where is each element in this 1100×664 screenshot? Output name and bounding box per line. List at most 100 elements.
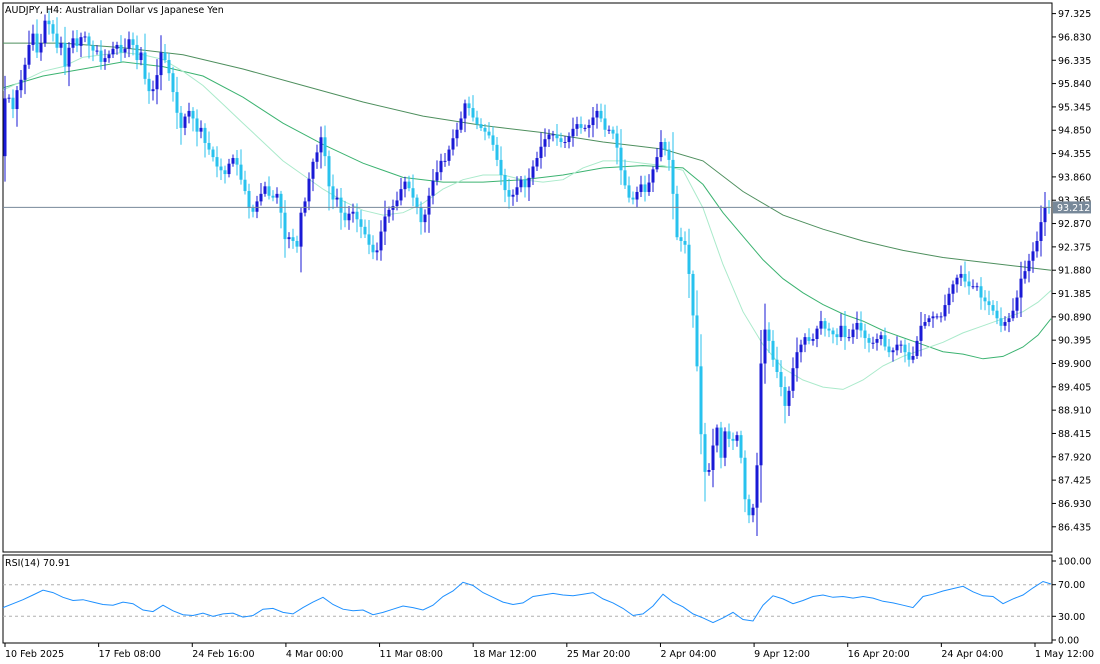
candle-body bbox=[875, 338, 879, 343]
candle-body bbox=[275, 193, 279, 198]
candle-body bbox=[51, 24, 55, 34]
candle-body bbox=[371, 244, 375, 253]
candle-body bbox=[347, 213, 351, 221]
candle-body bbox=[867, 338, 871, 343]
price-tick-label: 91.385 bbox=[1058, 289, 1091, 300]
candle-body bbox=[223, 170, 227, 175]
candle-body bbox=[823, 321, 827, 329]
candle-body bbox=[1035, 240, 1039, 252]
candle-body bbox=[507, 190, 511, 197]
candle-body bbox=[635, 191, 639, 200]
candle-body bbox=[623, 170, 627, 186]
rsi-title: RSI(14) 70.91 bbox=[5, 558, 70, 569]
candle-body bbox=[731, 438, 735, 441]
price-tick-label: 90.890 bbox=[1058, 312, 1091, 323]
candle-body bbox=[319, 137, 323, 153]
candle-body bbox=[79, 37, 83, 46]
candle-body bbox=[407, 181, 411, 189]
candle-body bbox=[227, 163, 231, 175]
candle-body bbox=[983, 297, 987, 302]
candle-body bbox=[595, 110, 599, 118]
main-pane: 97.325 96.830 96.335 95.840 95.345 94.850 94.3… bbox=[2, 2, 1091, 553]
candle-body bbox=[567, 136, 571, 143]
candle-body bbox=[475, 117, 479, 125]
current-price-label: 93.212 bbox=[1057, 203, 1090, 214]
candle-body bbox=[967, 281, 971, 287]
candle-body bbox=[379, 231, 383, 251]
rsi-line bbox=[2, 580, 1052, 624]
candle-body bbox=[451, 138, 455, 150]
candle-body bbox=[315, 152, 319, 162]
candle-body bbox=[167, 60, 171, 74]
candle-body bbox=[483, 127, 487, 132]
candle-body bbox=[15, 90, 19, 110]
candle-body bbox=[123, 48, 127, 53]
candle-body bbox=[951, 284, 955, 294]
candle-body bbox=[191, 110, 195, 119]
candle-body bbox=[487, 131, 491, 136]
price-tick-label: 94.850 bbox=[1058, 126, 1091, 137]
candle-body bbox=[63, 43, 67, 67]
candle-body bbox=[391, 206, 395, 210]
candle-body bbox=[427, 195, 431, 215]
candle-body bbox=[259, 193, 263, 202]
candle-body bbox=[639, 184, 643, 192]
candle-body bbox=[911, 355, 915, 360]
candle-body bbox=[647, 182, 651, 192]
candle-body bbox=[75, 38, 79, 46]
candle-body bbox=[47, 20, 51, 25]
candle-body bbox=[503, 175, 507, 191]
candle-body bbox=[579, 124, 583, 128]
candle-body bbox=[235, 158, 239, 165]
candle-body bbox=[603, 118, 607, 130]
candle-body bbox=[127, 39, 131, 49]
candle-body bbox=[539, 146, 543, 159]
candle-body bbox=[159, 52, 163, 76]
candle-body bbox=[783, 387, 787, 406]
candle-body bbox=[163, 52, 167, 61]
candle-body bbox=[531, 166, 535, 178]
candle-body bbox=[999, 318, 1003, 326]
candle-body bbox=[691, 273, 695, 316]
candle-body bbox=[583, 127, 587, 129]
candle-body bbox=[751, 507, 755, 516]
candle-body bbox=[915, 340, 919, 356]
candle-body bbox=[863, 330, 867, 339]
candle-body bbox=[779, 371, 783, 388]
candle-body bbox=[843, 325, 847, 338]
candle-body bbox=[263, 186, 267, 194]
candle-body bbox=[827, 328, 831, 331]
candle-body bbox=[795, 352, 799, 369]
candle-body bbox=[87, 36, 91, 46]
candle-body bbox=[219, 166, 223, 171]
price-tick-label: 88.910 bbox=[1058, 406, 1091, 417]
candle-body bbox=[231, 158, 235, 164]
candle-body bbox=[395, 200, 399, 207]
candle-body bbox=[535, 158, 539, 167]
chart-title: AUDJPY, H4: Australian Dollar vs Japanes… bbox=[5, 5, 224, 16]
price-tick-label: 96.830 bbox=[1058, 32, 1091, 43]
candle-body bbox=[403, 181, 407, 190]
candle-body bbox=[215, 157, 219, 167]
price-tick-label: 97.325 bbox=[1058, 9, 1091, 20]
candle-body bbox=[787, 390, 791, 406]
candle-body bbox=[419, 207, 423, 223]
candle-body bbox=[899, 344, 903, 346]
candle-body bbox=[851, 329, 855, 338]
candle-body bbox=[203, 127, 207, 143]
time-tick-label: 2 Apr 04:00 bbox=[660, 649, 716, 660]
candle-body bbox=[703, 434, 707, 472]
candle-body bbox=[791, 368, 795, 391]
candle-body bbox=[547, 134, 551, 140]
time-tick-label: 9 Apr 12:00 bbox=[754, 649, 810, 660]
candle-body bbox=[199, 127, 203, 132]
candle-body bbox=[607, 129, 611, 131]
candle-body bbox=[715, 427, 719, 446]
price-tick-label: 92.375 bbox=[1058, 242, 1091, 253]
candle-body bbox=[119, 44, 123, 53]
time-tick-label: 16 Apr 20:00 bbox=[848, 649, 910, 660]
candle-body bbox=[835, 334, 839, 338]
candle-body bbox=[335, 197, 339, 200]
candle-body bbox=[747, 499, 751, 516]
